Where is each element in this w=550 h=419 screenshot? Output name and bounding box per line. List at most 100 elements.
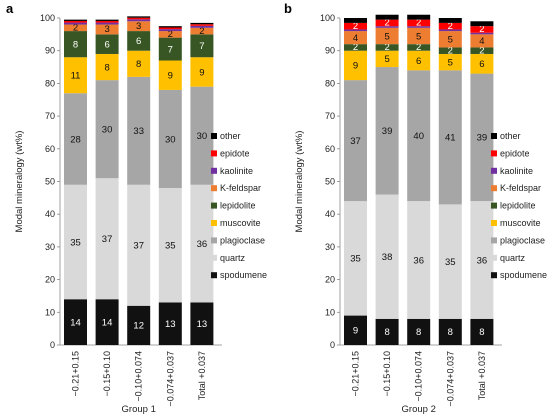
bar-segment-kaolinite <box>470 32 494 35</box>
legend-swatch-quartz <box>491 254 497 261</box>
data-label: 40 <box>413 131 424 142</box>
y-tick-label: 20 <box>45 275 55 285</box>
bar-segment-epidote <box>470 26 494 33</box>
bar-segment-spodumene <box>127 305 151 345</box>
bar-segment-k-feldspar <box>158 31 182 38</box>
legend-swatch-epidote <box>491 150 497 157</box>
legend-swatch-kaolinite <box>211 167 217 174</box>
data-label: 35 <box>445 257 456 268</box>
y-tick-label: 30 <box>45 242 55 252</box>
x-tick-label: −0.074+0.037 <box>165 351 175 407</box>
bar-segment-k-feldspar <box>64 24 87 32</box>
data-label: 2 <box>479 24 484 35</box>
bar-segment-muscovite <box>470 53 494 74</box>
panel-letter: b <box>284 1 292 16</box>
bar-segment-muscovite <box>407 50 431 71</box>
bar-segment-spodumene <box>95 299 119 345</box>
bar-segment-lepidolite <box>158 37 182 61</box>
data-label: 7 <box>199 41 204 52</box>
bar-segment-epidote <box>375 19 399 27</box>
chart-panel-a: a 0 10 20 30 40 50 60 70 80 90 100 Modal mineralogy … <box>6 1 267 415</box>
bar-segment-other <box>158 26 182 28</box>
data-label: 39 <box>382 126 393 137</box>
data-label: 36 <box>197 239 208 250</box>
panel-letter: a <box>6 1 14 16</box>
data-label: 8 <box>104 62 109 73</box>
bar-segment-lepidolite <box>375 44 399 51</box>
bar-segment-k-feldspar <box>344 31 367 45</box>
data-label: 8 <box>73 39 78 50</box>
bar-segment-plagioclase <box>95 80 119 179</box>
data-label: 36 <box>477 255 488 266</box>
legend-swatch-plagioclase <box>211 237 217 244</box>
data-label: 2 <box>448 21 453 32</box>
data-label: 14 <box>70 317 81 328</box>
data-label: 37 <box>350 136 361 147</box>
legend-swatch-muscovite <box>491 220 497 226</box>
data-label: 2 <box>353 42 358 53</box>
data-label: 8 <box>384 327 389 338</box>
bar-segment-lepidolite <box>127 31 151 51</box>
data-label: 33 <box>133 126 144 137</box>
bar-segment-lepidolite <box>344 44 367 51</box>
bar-segment-quartz <box>64 184 87 300</box>
bar-segment-k-feldspar <box>470 34 494 48</box>
data-label: 41 <box>445 133 456 144</box>
legend-swatch-spodumene <box>491 272 497 279</box>
legend-swatch-spodumene <box>211 272 217 279</box>
chart-panel-b: b 0 10 20 30 40 50 60 70 80 90 100 Modal mineralogy … <box>284 1 547 415</box>
data-label: 2 <box>199 26 204 37</box>
bar-segment-k-feldspar <box>127 21 151 32</box>
bar-segment-epidote <box>407 19 431 27</box>
bar-segment-muscovite <box>190 57 214 87</box>
bar-segment-epidote <box>344 22 367 30</box>
data-label: 8 <box>479 327 484 338</box>
data-label: 36 <box>413 255 424 266</box>
bar-segment-other <box>64 19 87 21</box>
y-tick-label: 60 <box>325 144 335 154</box>
x-tick-label: −0.10+0.074 <box>134 351 144 402</box>
bar-segment-epidote <box>64 20 87 23</box>
legend-label: spodumene <box>220 270 267 280</box>
bar-segment-muscovite <box>375 50 399 68</box>
bar-segment-other <box>95 19 119 21</box>
bar-segment-lepidolite <box>438 47 462 54</box>
bar-segment-lepidolite <box>470 47 494 54</box>
bar-segment-epidote <box>95 20 119 23</box>
y-tick-label: 100 <box>320 13 335 23</box>
data-label: 9 <box>199 67 204 78</box>
legend-label: other <box>220 131 241 141</box>
bar-segment-plagioclase <box>438 70 462 205</box>
legend-label: muscovite <box>500 218 541 228</box>
legend-label: epidote <box>500 148 530 158</box>
data-label: 30 <box>197 131 208 142</box>
legend-swatch-muscovite <box>211 220 217 226</box>
data-label: 2 <box>479 46 484 57</box>
legend-swatch-epidote <box>211 150 217 157</box>
legend-swatch-other <box>211 133 217 139</box>
data-label: 28 <box>70 134 81 145</box>
data-label: 8 <box>416 327 421 338</box>
data-label: 12 <box>133 321 144 332</box>
bar-segment-other <box>407 14 431 20</box>
data-label: 5 <box>384 31 389 42</box>
data-label: 14 <box>102 317 113 328</box>
legend-swatch-other <box>491 133 497 139</box>
y-tick-label: 30 <box>325 242 335 252</box>
data-label: 38 <box>382 252 393 263</box>
legend-label: spodumene <box>500 270 547 280</box>
legend-swatch-k-feldspar <box>491 185 497 192</box>
y-tick-label: 90 <box>325 46 335 56</box>
x-tick-label: Total +0.037 <box>197 351 207 400</box>
x-tick-label: −0.21+0.15 <box>71 351 81 397</box>
data-label: 2 <box>416 42 421 53</box>
data-label: 8 <box>136 59 141 70</box>
data-label: 2 <box>416 18 421 29</box>
data-label: 11 <box>71 71 81 82</box>
data-label: 13 <box>197 319 208 330</box>
bar-segment-spodumene <box>375 318 399 345</box>
legend-label: other <box>500 131 521 141</box>
data-label: 6 <box>104 39 109 50</box>
y-tick-label: 20 <box>325 275 335 285</box>
bar-segment-quartz <box>158 188 182 303</box>
